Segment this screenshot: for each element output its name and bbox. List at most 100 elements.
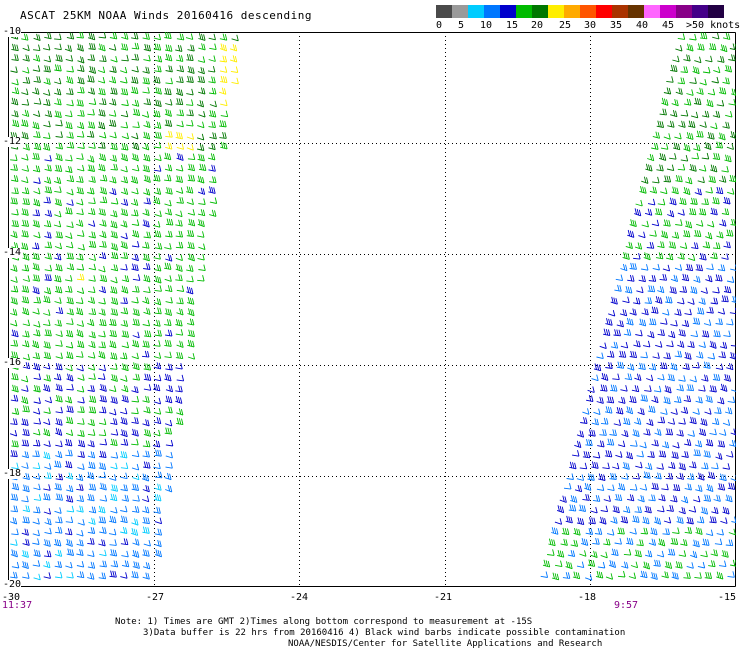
wind-barb	[663, 219, 671, 227]
wind-barb	[131, 518, 139, 526]
wind-barb	[165, 296, 173, 304]
wind-barb	[43, 43, 51, 51]
wind-barb	[66, 188, 74, 196]
wind-barb	[656, 120, 665, 128]
wind-barb	[582, 408, 590, 415]
wind-barb	[43, 407, 51, 414]
wind-barb	[614, 284, 622, 292]
wind-barb	[43, 428, 51, 437]
wind-barb	[655, 252, 664, 260]
wind-barb	[99, 418, 107, 426]
wind-barb	[657, 329, 665, 337]
wind-barb	[10, 549, 18, 558]
wind-barb	[187, 44, 195, 52]
pass-time-right: 9:57	[614, 600, 639, 611]
wind-barb	[22, 197, 30, 206]
wind-barb	[65, 351, 74, 360]
wind-barb	[44, 273, 52, 281]
wind-barb	[88, 275, 96, 282]
wind-barb	[86, 130, 95, 138]
wind-barb	[66, 484, 74, 493]
wind-barb	[66, 175, 75, 183]
wind-barb	[187, 153, 196, 161]
wind-barb	[154, 154, 162, 162]
wind-barb	[689, 163, 697, 172]
wind-barb	[678, 329, 686, 337]
wind-barb	[585, 438, 593, 447]
wind-barb	[674, 264, 683, 271]
wind-barb	[640, 570, 648, 579]
wind-barb	[629, 350, 638, 359]
wind-barb	[599, 342, 607, 350]
wind-barb	[110, 560, 119, 568]
wind-barb	[629, 219, 637, 228]
wind-barb	[143, 120, 151, 129]
wind-barb	[109, 154, 118, 162]
wind-barb	[660, 187, 668, 195]
wind-barb	[33, 110, 41, 118]
colorbar-label: 40	[636, 20, 649, 31]
wind-barb	[88, 142, 96, 149]
wind-barb	[670, 319, 678, 327]
wind-barb	[727, 188, 735, 195]
wind-barb	[639, 484, 648, 491]
wind-barb	[660, 143, 669, 150]
wind-barb	[55, 493, 64, 501]
wind-barb	[597, 561, 606, 569]
wind-barb	[54, 297, 62, 304]
wind-barb	[54, 186, 62, 193]
wind-barb	[110, 87, 118, 95]
wind-barb	[76, 548, 84, 557]
wind-barb	[651, 219, 660, 227]
wind-barb	[108, 528, 117, 536]
wind-barb	[587, 386, 595, 393]
wind-barb	[220, 141, 228, 150]
wind-barb	[153, 264, 162, 272]
wind-barb	[663, 516, 672, 524]
wind-barb	[153, 196, 161, 205]
wind-barb	[131, 240, 140, 248]
wind-barb	[689, 416, 697, 425]
wind-barb	[176, 54, 184, 62]
wind-barb	[176, 196, 184, 204]
wind-barb	[76, 385, 85, 393]
wind-barb	[717, 440, 726, 448]
wind-barb	[709, 385, 717, 393]
wind-barb	[551, 572, 560, 581]
wind-barb	[55, 340, 63, 347]
wind-barb	[640, 351, 648, 359]
wind-barb	[618, 396, 626, 404]
wind-barb	[707, 131, 715, 140]
wind-barb	[682, 230, 691, 238]
wind-barb	[556, 505, 565, 514]
wind-barb	[187, 163, 196, 172]
wind-barb	[130, 527, 139, 536]
wind-barb	[87, 493, 95, 502]
wind-barb	[666, 340, 674, 348]
wind-barb	[632, 429, 640, 438]
wind-barb	[11, 561, 20, 569]
wind-barb	[132, 308, 140, 317]
wind-barb	[87, 451, 96, 459]
wind-barb	[672, 142, 681, 151]
wind-barb	[33, 177, 41, 184]
wind-barb	[165, 395, 173, 404]
wind-barb	[186, 286, 194, 295]
wind-barb	[709, 428, 717, 436]
wind-barb	[131, 352, 139, 360]
wind-barb	[626, 537, 634, 545]
wind-barb	[717, 264, 726, 272]
wind-barb	[630, 440, 638, 447]
wind-barb	[725, 110, 733, 118]
wind-barb	[187, 209, 196, 216]
wind-barb	[621, 561, 629, 569]
wind-barb	[635, 461, 643, 469]
wind-barb	[728, 528, 736, 536]
wind-barb	[32, 473, 41, 480]
wind-barb	[595, 570, 604, 579]
wind-barb	[88, 98, 97, 105]
wind-barb	[98, 87, 106, 96]
wind-barb	[207, 153, 216, 161]
wind-barb	[33, 231, 41, 239]
wind-barb	[142, 296, 150, 305]
